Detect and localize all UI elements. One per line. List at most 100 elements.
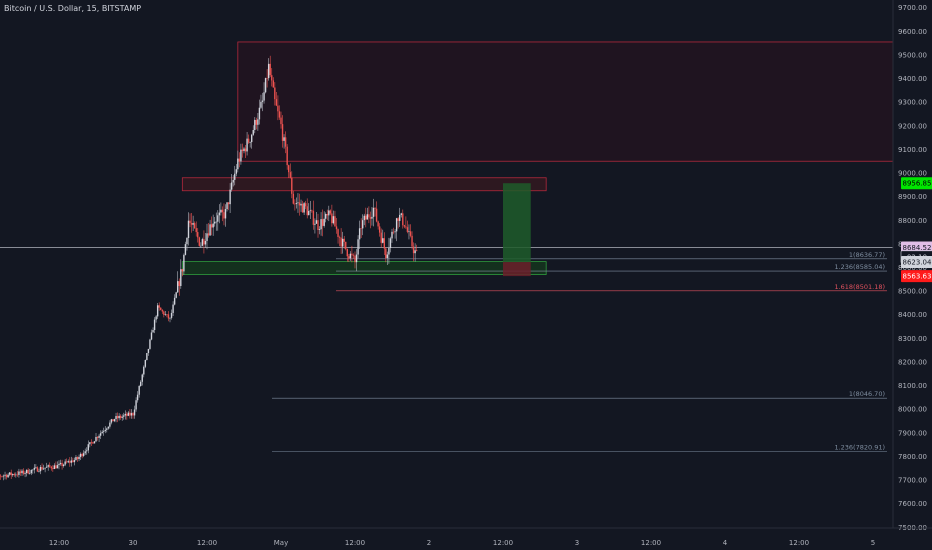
candle: [167, 311, 170, 322]
resistance-zone: [237, 41, 894, 162]
candle: [243, 146, 245, 154]
candle: [64, 459, 66, 467]
candle: [226, 201, 228, 212]
candle: [98, 433, 100, 442]
price-tag: [901, 270, 932, 283]
candle: [409, 224, 412, 238]
x-tick-label: 30: [129, 539, 138, 547]
candle: [394, 229, 396, 239]
candle: [297, 193, 299, 213]
candle: [169, 317, 171, 323]
candle: [386, 251, 389, 265]
candle: [315, 212, 318, 224]
candle: [358, 220, 361, 250]
candle: [320, 212, 322, 236]
candle: [354, 251, 356, 269]
candle: [58, 460, 60, 470]
candle: [44, 467, 46, 473]
candle: [348, 254, 350, 263]
candle: [399, 207, 401, 227]
x-tick-label: 12:00: [345, 539, 365, 547]
candle: [87, 440, 89, 454]
candle: [212, 214, 214, 236]
candle: [70, 456, 73, 467]
candle: [177, 271, 179, 293]
candle: [181, 268, 184, 277]
candle: [183, 253, 185, 275]
candle: [50, 465, 52, 471]
candle: [229, 183, 231, 214]
candle: [161, 309, 163, 314]
candle: [395, 217, 398, 242]
candle: [314, 218, 316, 234]
y-tick-label: 8300.00: [898, 335, 927, 343]
candle: [35, 464, 37, 469]
candle: [197, 228, 199, 243]
candle: [41, 463, 43, 471]
candle: [135, 397, 137, 412]
candle: [415, 244, 418, 252]
candle: [220, 202, 222, 216]
candle: [172, 301, 174, 316]
candle: [163, 310, 165, 318]
candle: [321, 209, 324, 237]
candle: [149, 338, 151, 350]
y-tick-label: 8200.00: [898, 358, 927, 366]
candle: [366, 207, 369, 220]
x-tick-label: 12:00: [49, 539, 69, 547]
candle: [32, 469, 34, 474]
candle: [180, 259, 182, 289]
candle: [214, 216, 216, 227]
candle: [411, 231, 413, 250]
candle: [33, 464, 36, 474]
price-tag-label: 8563.63: [903, 273, 932, 281]
candle: [283, 134, 285, 149]
price-tag-label: 8623.04: [903, 259, 932, 267]
candle: [195, 221, 197, 237]
candle: [267, 58, 270, 81]
candle: [173, 294, 176, 306]
candle: [59, 459, 62, 466]
candle: [178, 278, 180, 296]
long-position: [503, 183, 531, 277]
candle: [67, 459, 69, 464]
candle: [258, 99, 261, 125]
candle: [52, 465, 54, 472]
candle: [369, 211, 372, 229]
candle: [304, 200, 307, 210]
candle: [146, 352, 148, 361]
candle: [144, 359, 147, 369]
candles: [0, 55, 418, 481]
candle: [89, 442, 91, 448]
candle: [8, 472, 11, 477]
candle: [343, 235, 345, 249]
candle: [346, 248, 348, 262]
y-tick-label: 7700.00: [898, 477, 927, 485]
candle: [291, 171, 293, 199]
candle: [72, 457, 74, 463]
candle: [335, 217, 338, 234]
candle: [1, 475, 3, 478]
candle: [133, 405, 136, 419]
candle: [252, 125, 254, 136]
fib-label: 1.236(7820.91): [834, 443, 885, 451]
x-tick-label: 4: [723, 539, 728, 547]
candle: [277, 95, 279, 121]
candle: [209, 219, 211, 236]
candle: [193, 221, 196, 229]
y-tick-label: 8000.00: [898, 406, 927, 414]
candle: [42, 464, 45, 470]
candle: [332, 210, 335, 225]
candle: [150, 329, 153, 341]
candle: [121, 414, 123, 421]
candle: [392, 227, 395, 235]
candle: [47, 464, 49, 471]
candle: [45, 462, 48, 468]
candle: [355, 248, 358, 272]
candle: [337, 228, 339, 244]
candle: [75, 455, 77, 461]
x-tick-label: 12:00: [493, 539, 513, 547]
candle: [55, 461, 57, 469]
candle: [272, 77, 274, 88]
candle: [29, 469, 31, 475]
